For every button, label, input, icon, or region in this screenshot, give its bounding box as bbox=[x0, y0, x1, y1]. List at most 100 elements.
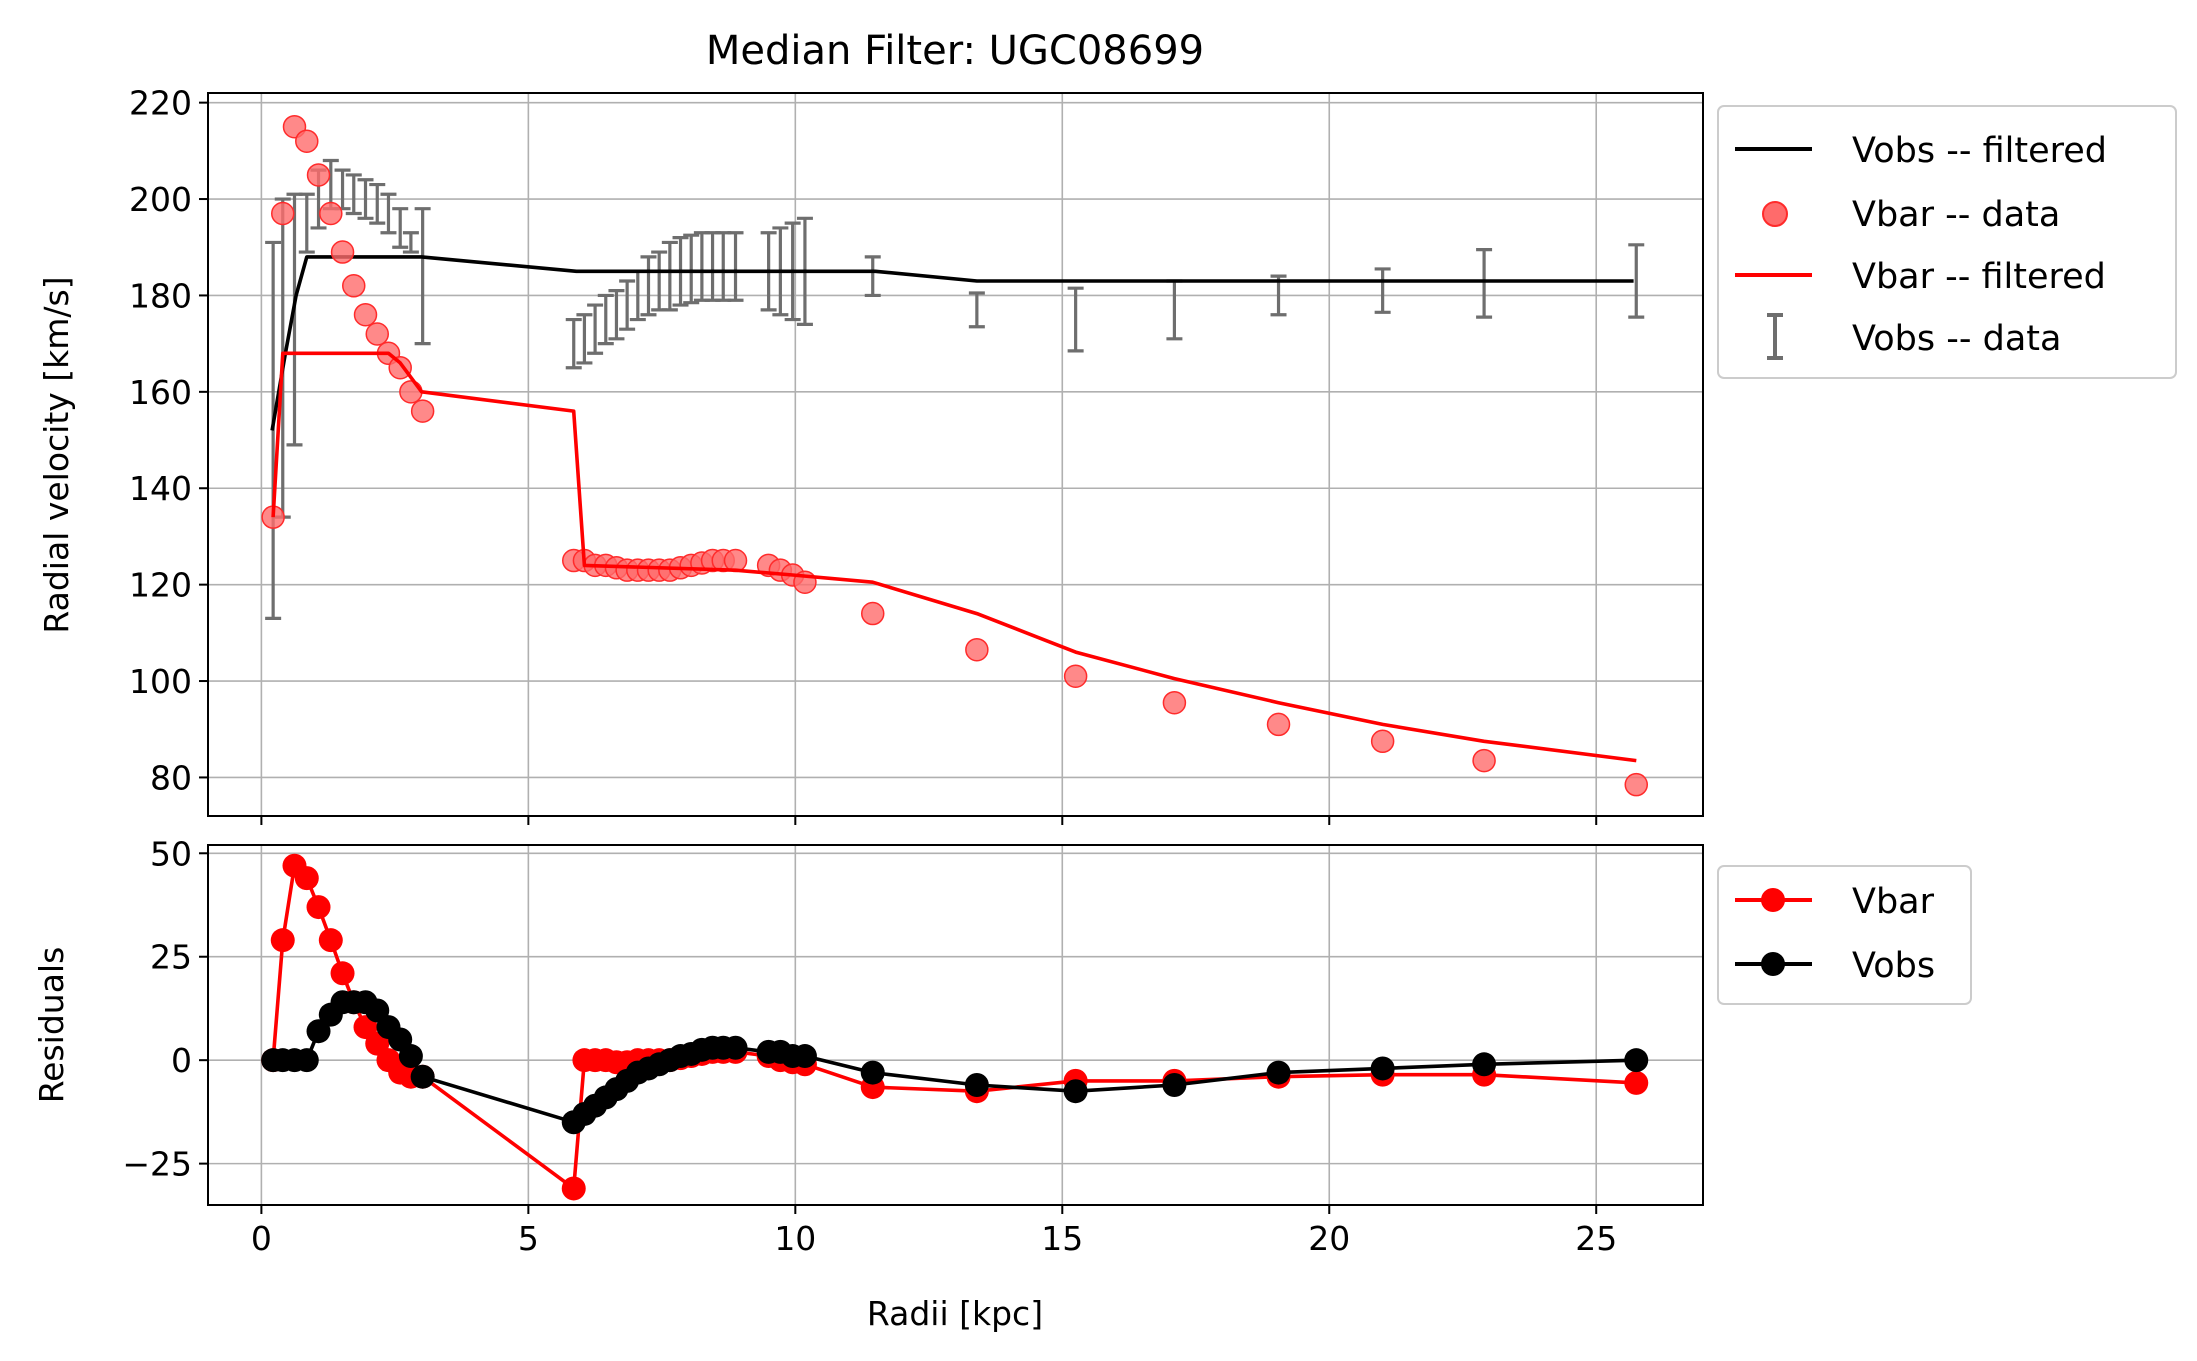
top-ylabel: Radial velocity [km/s] bbox=[37, 276, 76, 633]
x-tick-label: 15 bbox=[1041, 1219, 1083, 1258]
x-tick-label: 5 bbox=[518, 1219, 539, 1258]
errorbar bbox=[345, 173, 362, 216]
top-y-tick-label: 200 bbox=[129, 180, 192, 219]
errorbar bbox=[1374, 267, 1391, 314]
bottom-grid bbox=[208, 845, 1703, 1205]
legend-label-vbar: Vbar bbox=[1852, 882, 1935, 922]
bottom-axes-frame bbox=[207, 844, 1704, 1206]
errorbar bbox=[298, 192, 315, 254]
data-point bbox=[410, 399, 435, 423]
data-point bbox=[965, 637, 989, 662]
errorbar bbox=[402, 231, 419, 254]
data-point bbox=[271, 201, 295, 226]
data-point bbox=[398, 1044, 423, 1069]
data-point bbox=[1370, 1056, 1395, 1081]
top-legend-frame bbox=[1717, 105, 2177, 379]
data-point bbox=[1472, 748, 1496, 773]
legend-marker-vbar bbox=[1761, 888, 1785, 912]
errorbar bbox=[727, 231, 744, 302]
data-point bbox=[723, 1035, 748, 1060]
errorbar bbox=[608, 289, 625, 341]
top-y-tick-label: 140 bbox=[129, 469, 192, 508]
line-vobs-filtered bbox=[270, 255, 1634, 431]
data-point bbox=[353, 302, 378, 327]
top-y-tick-label: 80 bbox=[150, 758, 192, 797]
top-series bbox=[261, 114, 1649, 797]
bottom-series bbox=[261, 853, 1649, 1201]
data-point bbox=[1063, 1079, 1088, 1104]
data-point bbox=[365, 322, 390, 346]
line-vbar-filtered bbox=[271, 351, 1637, 763]
data-point bbox=[306, 895, 331, 920]
errorbar bbox=[565, 317, 582, 370]
top-y-tick-label: 160 bbox=[129, 373, 192, 412]
x-tick-label: 20 bbox=[1308, 1219, 1350, 1258]
errorbar bbox=[414, 207, 431, 346]
errorbar bbox=[864, 255, 881, 298]
legend-marker-vobs bbox=[1761, 952, 1785, 976]
data-point bbox=[1624, 1070, 1649, 1095]
legend-label-vbar-data: Vbar -- data bbox=[1852, 195, 2060, 235]
bottom-y-tick-label: −25 bbox=[122, 1145, 192, 1184]
errorbar bbox=[1628, 243, 1645, 319]
legend-label-vbar-filtered: Vbar -- filtered bbox=[1852, 257, 2106, 297]
data-point bbox=[330, 240, 355, 264]
data-point bbox=[1266, 712, 1291, 737]
errorbar bbox=[619, 279, 636, 331]
errorbar bbox=[1067, 286, 1084, 353]
errorbar bbox=[392, 207, 409, 249]
top-panel: 80 100 120 140 160 180 200 220 Radial velocity … bbox=[37, 84, 2177, 825]
top-axes-frame bbox=[207, 92, 1704, 817]
data-point bbox=[1266, 1060, 1291, 1085]
data-point bbox=[1472, 1052, 1497, 1077]
figure-title: Median Filter: UGC08699 bbox=[706, 28, 1204, 74]
data-point bbox=[860, 1060, 885, 1085]
bottom-ticks: 0 5 10 15 20 25 −25 0 25 50 bbox=[122, 834, 1617, 1258]
data-point bbox=[1624, 772, 1649, 797]
errorbar bbox=[380, 192, 397, 235]
legend-handle-vobs-data bbox=[1767, 313, 1783, 360]
data-point bbox=[330, 961, 355, 986]
errorbar bbox=[587, 303, 604, 355]
top-y-tick-label: 180 bbox=[129, 276, 192, 315]
data-point bbox=[318, 928, 343, 953]
top-y-tick-label: 100 bbox=[129, 662, 192, 701]
bottom-ylabel: Residuals bbox=[32, 947, 71, 1104]
data-point bbox=[561, 1176, 586, 1201]
data-point bbox=[306, 1019, 331, 1044]
errorbar bbox=[357, 178, 374, 220]
data-point bbox=[399, 380, 423, 404]
data-point bbox=[1162, 690, 1187, 715]
bottom-y-tick-label: 25 bbox=[150, 938, 192, 977]
scatter-vbar-data bbox=[261, 114, 1649, 797]
data-point bbox=[860, 601, 885, 626]
data-point bbox=[270, 928, 295, 953]
data-point bbox=[1063, 664, 1088, 688]
x-tick-label: 10 bbox=[774, 1219, 816, 1258]
top-y-tick-label: 120 bbox=[129, 566, 192, 605]
errorbar bbox=[683, 233, 700, 305]
markers-vobs bbox=[261, 990, 1649, 1135]
errorbar bbox=[968, 291, 985, 329]
data-point bbox=[294, 866, 319, 891]
data-point bbox=[294, 1048, 319, 1073]
data-point bbox=[295, 129, 319, 153]
x-tick-label: 25 bbox=[1575, 1219, 1617, 1258]
data-point bbox=[964, 1073, 989, 1097]
legend-label-vobs-filtered: Vobs -- filtered bbox=[1852, 131, 2107, 171]
x-axis-label: Radii [kpc] bbox=[867, 1294, 1043, 1333]
data-point bbox=[306, 163, 331, 187]
top-ticks: 80 100 120 140 160 180 200 220 bbox=[129, 84, 1598, 825]
legend-handle-vbar-data bbox=[1762, 201, 1788, 227]
top-y-tick-label: 220 bbox=[129, 84, 192, 123]
legend-label-vobs: Vobs bbox=[1852, 946, 1935, 986]
bottom-y-tick-label: 50 bbox=[150, 834, 192, 873]
data-point bbox=[319, 201, 343, 226]
data-point bbox=[1624, 1048, 1649, 1073]
x-tick-label: 0 bbox=[251, 1219, 272, 1258]
errorbar bbox=[661, 240, 678, 312]
errorbar bbox=[1476, 248, 1493, 319]
bottom-y-tick-label: 0 bbox=[171, 1041, 192, 1080]
errorbar bbox=[369, 182, 386, 225]
